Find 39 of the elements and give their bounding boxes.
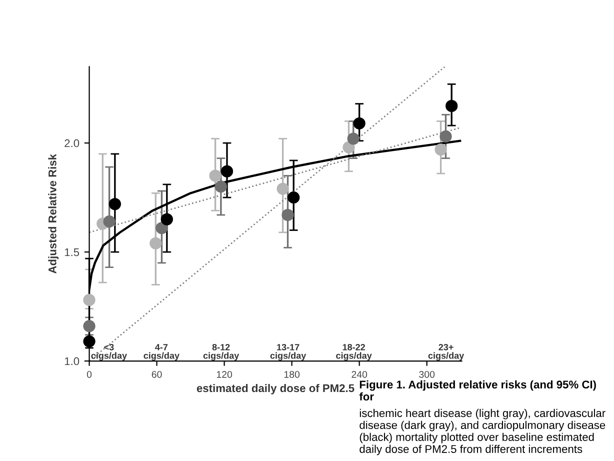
point [83,294,96,306]
y-tick-label: 2.0 [64,139,80,148]
point [440,130,452,143]
x-tick-label: 240 [352,370,368,378]
annotation: 13-17 cigs/day [270,344,306,361]
point [282,208,294,222]
annotation: 8-12 cigs/day [203,344,240,361]
point [103,215,116,228]
point [209,170,222,182]
y-axis-title: Adjusted Relative Risk [48,154,59,274]
annotation: <3 cigs/day [91,344,127,361]
point [342,141,355,154]
point [83,335,96,348]
text: ischemic heart disease (light gray), cardiovascular disease (dark gray), and cardiopulmonary disease (black) mortality plotted over baseline estimated daily dose of PM2.5 from different increments [360,408,606,456]
point [276,182,289,195]
point [220,165,234,178]
point [288,191,300,204]
x-tick-label: 180 [284,370,300,378]
x-tick-label: 0 [86,370,92,378]
annotation: 4-7 cigs/day [144,344,180,361]
point [150,237,162,250]
y-tick-label: 1.0 [64,357,80,366]
x-tick-label: 120 [216,370,232,378]
y-tick-label: 1.5 [64,248,80,256]
point [214,180,227,193]
annotation: 18-22 cigs/day [336,344,372,361]
point [83,320,96,332]
point [160,213,173,226]
x-axis-title: estimated daily dose of PM2.5 [196,384,354,394]
x-tick-label: 60 [152,370,162,378]
point [353,117,366,130]
caption: Figure 1. Adjusted relative risks (and 95% CI) for [359,380,596,401]
annotation: 23+ cigs/day [428,344,464,361]
x-tick-label: 300 [419,370,435,378]
point [108,198,122,210]
point [434,143,447,156]
point [156,222,168,234]
point [446,100,458,112]
point [347,132,360,145]
